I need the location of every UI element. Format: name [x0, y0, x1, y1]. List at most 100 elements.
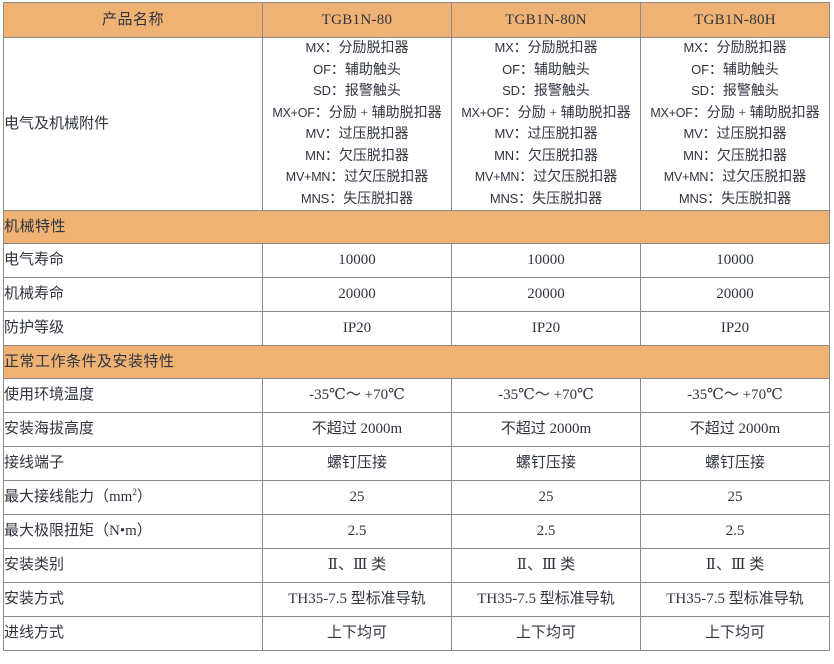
row-value-3: 不超过 2000m [640, 412, 830, 447]
accessory-line-2: OF：辅助触头 [452, 60, 640, 82]
accessory-text: ：辅助触头 [708, 62, 779, 78]
accessory-code: MN [494, 147, 514, 163]
row-value-2: 2.5 [451, 514, 641, 549]
section-divider-1: 机械特性 [3, 210, 830, 244]
accessory-text: ：失压脱扣器 [707, 191, 792, 207]
accessory-code: MX+OF [272, 105, 315, 120]
accessory-line-1: MX：分励脱扣器 [641, 38, 829, 60]
row-value-2: IP20 [451, 311, 641, 346]
row-label: 安装海拔高度 [3, 412, 263, 447]
row-label: 最大接线能力（mm2） [3, 480, 263, 515]
table-row: 机械寿命 20000 20000 20000 [3, 277, 830, 312]
row-value-1: 25 [262, 480, 452, 515]
row-value-3: Ⅱ、Ⅲ 类 [640, 548, 830, 583]
accessory-text: ：过压脱扣器 [513, 127, 598, 142]
header-model-1: TGB1N-80 [262, 2, 452, 38]
accessory-code: MX+OF [650, 105, 693, 120]
accessory-line-4: MX+OF：分励 + 辅助脱扣器 [452, 103, 640, 125]
accessory-text: ：报警触头 [330, 84, 401, 99]
row-value-3: 25 [640, 480, 830, 515]
accessory-code: MX [683, 40, 703, 55]
accessory-code: SD [691, 83, 709, 98]
row-value-2: 25 [451, 480, 641, 515]
row-value-1: 2.5 [262, 514, 452, 549]
accessory-code: MN [305, 147, 325, 163]
accessory-code: OF [691, 61, 709, 77]
row-value-2: 不超过 2000m [451, 412, 641, 447]
accessory-line-1: MX：分励脱扣器 [452, 38, 640, 60]
accessory-code: MV+MN [285, 170, 331, 184]
accessory-text: ：报警触头 [519, 84, 590, 99]
row-label: 进线方式 [3, 616, 263, 651]
accessories-cell-1: MX：分励脱扣器 OF：辅助触头 SD：报警触头 MX+OF：分励 + 辅助脱扣器 MV… [262, 37, 452, 211]
section-title-1: 机械特性 [3, 210, 830, 244]
table-header-row: 产品名称 TGB1N-80 TGB1N-80N TGB1N-80H [3, 2, 830, 38]
row-value-3: TH35-7.5 型标准导轨 [640, 582, 830, 617]
accessory-code: SD [313, 83, 331, 98]
row-label: 最大极限扭矩（N•m） [3, 514, 263, 549]
accessory-line-3: SD：报警触头 [263, 81, 451, 103]
accessory-code: MV+MN [474, 170, 520, 184]
accessory-line-7: MV+MN：过欠压脱扣器 [641, 167, 829, 189]
accessory-text: ：分励脱扣器 [324, 41, 409, 56]
accessory-code: MV [305, 126, 325, 141]
accessory-line-2: OF：辅助触头 [263, 60, 451, 82]
row-value-3: 上下均可 [640, 616, 830, 651]
row-label: 电气寿命 [3, 243, 263, 278]
row-value-1: Ⅱ、Ⅲ 类 [262, 548, 452, 583]
row-value-1: IP20 [262, 311, 452, 346]
accessory-text: ：辅助触头 [519, 62, 590, 78]
accessory-text: ：分励 + 辅助脱扣器 [503, 105, 631, 121]
table-body: 产品名称 TGB1N-80 TGB1N-80N TGB1N-80H 电气及机械附件 MX：… [3, 2, 830, 651]
row-value-2: 20000 [451, 277, 641, 312]
accessory-text: ：欠压脱扣器 [324, 148, 409, 164]
row-value-1: 上下均可 [262, 616, 452, 651]
table-row: 安装方式 TH35-7.5 型标准导轨 TH35-7.5 型标准导轨 TH35-7.5… [3, 582, 830, 617]
row-value-1: 10000 [262, 243, 452, 278]
row-value-3: 10000 [640, 243, 830, 278]
row-value-1: 20000 [262, 277, 452, 312]
accessory-code: MNS [300, 190, 330, 206]
accessory-code: SD [502, 83, 520, 98]
accessory-code: OF [502, 61, 520, 77]
accessory-code: MV+MN [663, 170, 709, 184]
accessories-cell-2: MX：分励脱扣器 OF：辅助触头 SD：报警触头 MX+OF：分励 + 辅助脱扣器 MV… [451, 37, 641, 211]
row-value-1: 螺钉压接 [262, 446, 452, 481]
accessory-line-5: MV：过压脱扣器 [641, 124, 829, 146]
table-row: 安装海拔高度 不超过 2000m 不超过 2000m 不超过 2000m [3, 412, 830, 447]
table-row: 安装类别 Ⅱ、Ⅲ 类 Ⅱ、Ⅲ 类 Ⅱ、Ⅲ 类 [3, 548, 830, 583]
row-value-2: -35℃～ +70℃ [451, 378, 641, 413]
row-value-2: 螺钉压接 [451, 446, 641, 481]
row-value-3: IP20 [640, 311, 830, 346]
accessory-text: ：报警触头 [708, 84, 779, 99]
row-label: 机械寿命 [3, 277, 263, 312]
row-value-2: 10000 [451, 243, 641, 278]
table-row: 最大接线能力（mm2） 25 25 25 [3, 480, 830, 515]
accessories-label: 电气及机械附件 [3, 37, 263, 211]
accessory-text: ：分励脱扣器 [513, 41, 598, 56]
accessory-text: ：分励脱扣器 [702, 41, 787, 56]
accessory-code: MN [683, 147, 703, 163]
header-label-cell: 产品名称 [3, 2, 263, 38]
table-row: 进线方式 上下均可 上下均可 上下均可 [3, 616, 830, 651]
product-specification-table: 产品名称 TGB1N-80 TGB1N-80N TGB1N-80H 电气及机械附件 MX：… [3, 2, 830, 651]
row-value-1: TH35-7.5 型标准导轨 [262, 582, 452, 617]
accessory-line-3: SD：报警触头 [452, 81, 640, 103]
accessory-line-7: MV+MN：过欠压脱扣器 [452, 167, 640, 189]
accessory-line-5: MV：过压脱扣器 [452, 124, 640, 146]
accessory-line-8: MNS：失压脱扣器 [452, 189, 640, 211]
accessory-line-6: MN：欠压脱扣器 [452, 146, 640, 168]
accessory-text: ：欠压脱扣器 [702, 148, 787, 164]
section-title-2: 正常工作条件及安装特性 [3, 345, 830, 379]
row-value-3: 螺钉压接 [640, 446, 830, 481]
accessory-code: MV [494, 126, 514, 141]
accessory-line-5: MV：过压脱扣器 [263, 124, 451, 146]
accessory-text: ：失压脱扣器 [329, 191, 414, 207]
accessory-text: ：分励 + 辅助脱扣器 [314, 105, 442, 121]
accessory-code: MV [683, 126, 703, 141]
accessory-text: ：辅助触头 [330, 62, 401, 78]
accessory-text: ：失压脱扣器 [518, 191, 603, 207]
accessory-line-2: OF：辅助触头 [641, 60, 829, 82]
accessory-line-4: MX+OF：分励 + 辅助脱扣器 [641, 103, 829, 125]
accessory-code: MX+OF [461, 105, 504, 120]
